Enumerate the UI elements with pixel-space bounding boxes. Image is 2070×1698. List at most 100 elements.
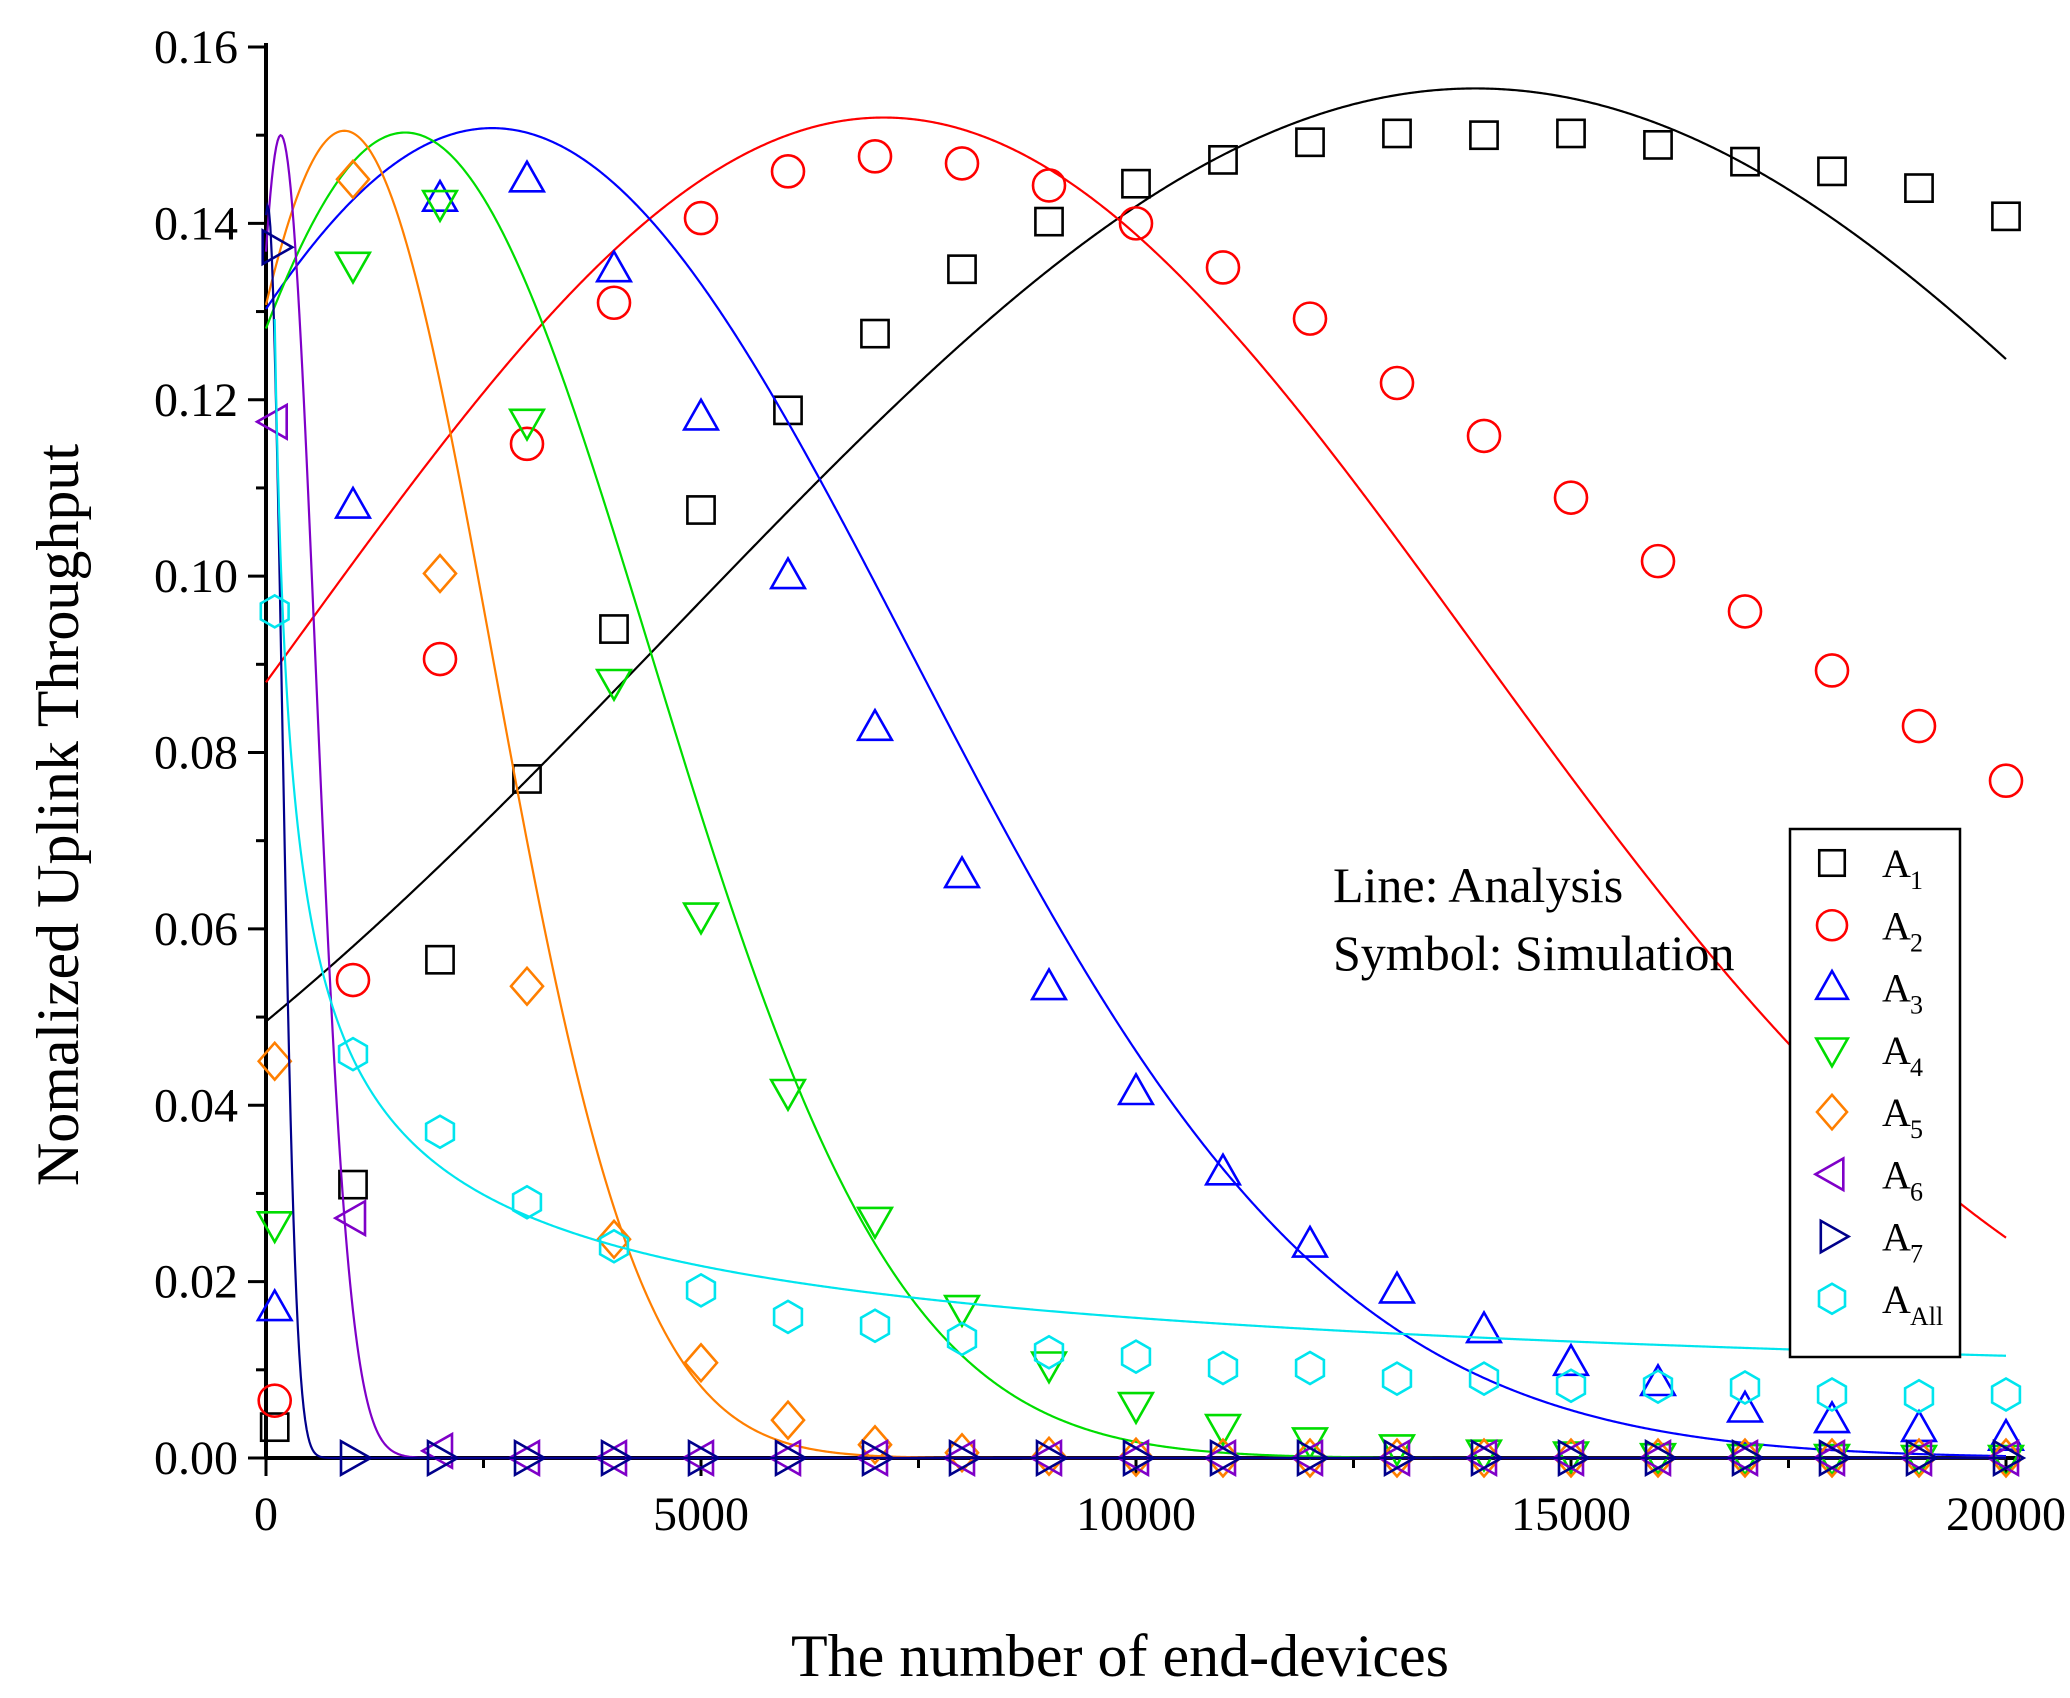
legend-label-A2: A bbox=[1882, 903, 1911, 948]
sim-point-A4 bbox=[594, 668, 634, 703]
sim-point-A7 bbox=[426, 1438, 461, 1478]
sim-point-A2 bbox=[770, 154, 806, 189]
annotation-analysis: Line: Analysis bbox=[1333, 857, 1623, 913]
sim-point-A1 bbox=[1382, 118, 1412, 149]
sim-point-A7 bbox=[1122, 1438, 1157, 1478]
sim-point-A7 bbox=[261, 228, 295, 267]
sim-point-AAll bbox=[511, 1184, 543, 1220]
sim-point-A6 bbox=[254, 402, 289, 441]
legend-sublabel-A5: 5 bbox=[1910, 1115, 1923, 1144]
sim-point-A5 bbox=[1031, 1435, 1067, 1477]
legend-marker-A6 bbox=[1812, 1156, 1845, 1193]
legend-marker-A2 bbox=[1815, 908, 1849, 942]
y-tick-label: 0.14 bbox=[154, 197, 238, 250]
sim-point-A2 bbox=[1640, 543, 1676, 579]
sim-point-A2 bbox=[1901, 708, 1937, 744]
sim-point-A3 bbox=[1377, 1270, 1417, 1304]
sim-point-A3 bbox=[1551, 1342, 1591, 1377]
legend-marker-AAll bbox=[1817, 1282, 1847, 1316]
legend-sublabel-A6: 6 bbox=[1910, 1177, 1923, 1206]
sim-point-A5 bbox=[1292, 1437, 1328, 1479]
sim-point-A7 bbox=[1557, 1438, 1592, 1478]
legend-label-A1: A bbox=[1882, 841, 1911, 886]
sim-point-A7 bbox=[1470, 1438, 1505, 1478]
y-axis-title: Nomalized Uplink Throughput bbox=[25, 444, 91, 1186]
sim-point-AAll bbox=[1207, 1350, 1239, 1386]
legend-label-A4: A bbox=[1882, 1028, 1911, 1073]
sim-point-A2 bbox=[1553, 480, 1589, 515]
sim-point-A2 bbox=[683, 200, 719, 236]
sim-point-A2 bbox=[857, 139, 893, 174]
y-tick-label: 0.10 bbox=[154, 550, 238, 603]
sim-point-A5 bbox=[1466, 1437, 1502, 1479]
sim-point-A4 bbox=[1203, 1413, 1243, 1448]
sim-point-A3 bbox=[681, 397, 721, 431]
y-tick-label: 0.00 bbox=[154, 1432, 238, 1485]
legend-layer: A 1A 2A 3A 4A 5A 6A 7A All bbox=[1788, 827, 1962, 1359]
sim-point-A7 bbox=[1035, 1438, 1070, 1478]
sim-point-A4 bbox=[1812, 1443, 1852, 1478]
sim-point-A3 bbox=[855, 707, 895, 742]
sim-point-A4 bbox=[507, 408, 547, 443]
sim-point-A4 bbox=[1899, 1444, 1939, 1479]
sim-point-A5 bbox=[256, 1040, 293, 1082]
sim-point-A1 bbox=[259, 1412, 290, 1443]
legend-label-A6: A bbox=[1882, 1152, 1911, 1197]
legend-box bbox=[1788, 827, 1962, 1359]
sim-point-A7 bbox=[1209, 1438, 1244, 1478]
legend-label-AAll: A bbox=[1882, 1277, 1911, 1322]
series-A3 bbox=[255, 127, 2026, 1458]
sim-point-AAll bbox=[337, 1036, 369, 1072]
sim-point-AAll bbox=[1816, 1377, 1848, 1412]
sim-point-A5 bbox=[596, 1218, 632, 1260]
sim-point-A5 bbox=[422, 553, 458, 594]
sim-point-AAll bbox=[685, 1272, 717, 1308]
sim-point-A4 bbox=[255, 1211, 294, 1245]
sim-point-A7 bbox=[1731, 1438, 1766, 1478]
sim-point-AAll bbox=[598, 1228, 630, 1264]
sim-point-A5 bbox=[1640, 1437, 1676, 1479]
sim-point-A2 bbox=[1118, 206, 1154, 241]
legend-label-A5: A bbox=[1882, 1090, 1911, 1135]
sim-point-A7 bbox=[948, 1438, 983, 1478]
sim-point-A2 bbox=[944, 146, 980, 181]
sim-point-A7 bbox=[1992, 1438, 2027, 1478]
sim-point-A7 bbox=[1644, 1438, 1679, 1478]
sim-point-A7 bbox=[1818, 1438, 1853, 1478]
sim-point-AAll bbox=[859, 1308, 891, 1344]
legend-sublabel-AAll: All bbox=[1910, 1302, 1943, 1331]
annotation-simulation: Symbol: Simulation bbox=[1333, 925, 1734, 981]
sim-point-A2 bbox=[1727, 594, 1763, 629]
sim-point-A1 bbox=[686, 495, 716, 525]
sim-point-A7 bbox=[600, 1438, 635, 1478]
sim-point-A4 bbox=[942, 1294, 982, 1329]
sim-point-A4 bbox=[681, 902, 721, 936]
y-tick-label: 0.12 bbox=[154, 374, 238, 427]
legend-marker-A3 bbox=[1814, 968, 1851, 1001]
sim-point-A1 bbox=[425, 944, 455, 975]
x-tick-label: 10000 bbox=[1076, 1488, 1196, 1541]
legend-label-A3: A bbox=[1882, 966, 1911, 1011]
sim-point-A2 bbox=[509, 426, 545, 462]
sim-point-A3 bbox=[255, 1287, 294, 1322]
sim-point-A1 bbox=[1121, 168, 1151, 199]
sim-point-A2 bbox=[1292, 301, 1328, 336]
sim-point-A5 bbox=[1553, 1437, 1589, 1479]
sim-point-A4 bbox=[768, 1078, 808, 1113]
sim-point-AAll bbox=[1033, 1334, 1065, 1370]
sim-point-A5 bbox=[1205, 1437, 1241, 1479]
sim-point-A2 bbox=[1031, 168, 1067, 203]
y-tick-label: 0.02 bbox=[154, 1256, 238, 1309]
sim-point-A5 bbox=[1901, 1437, 1937, 1479]
sim-point-A3 bbox=[1725, 1389, 1765, 1423]
sim-point-AAll bbox=[1642, 1369, 1674, 1405]
sim-point-A2 bbox=[335, 962, 371, 998]
y-tick-label: 0.16 bbox=[154, 21, 238, 74]
sim-point-A5 bbox=[1988, 1437, 2024, 1479]
sim-point-A3 bbox=[333, 485, 373, 519]
sim-point-A5 bbox=[944, 1432, 980, 1474]
sim-point-A7 bbox=[513, 1438, 548, 1478]
